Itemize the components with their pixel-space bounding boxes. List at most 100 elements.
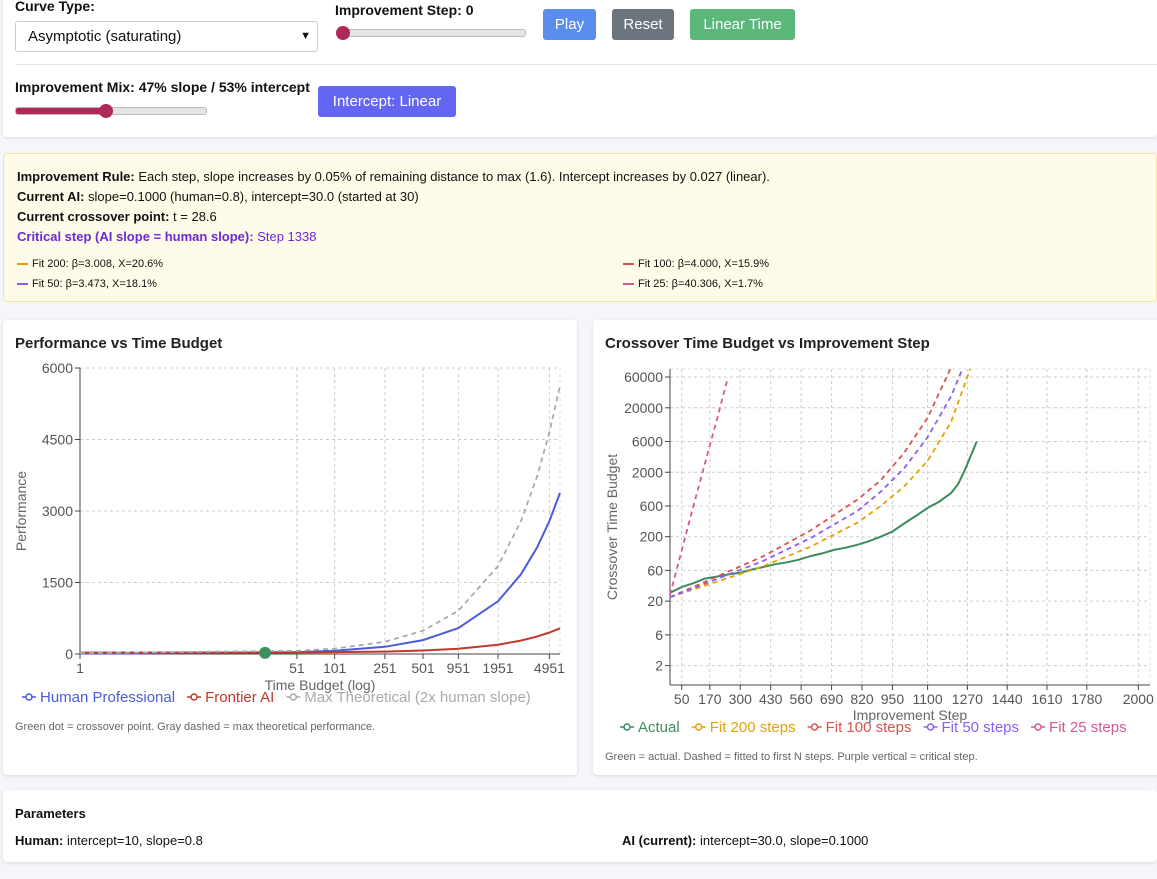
x-tick-label: 1440	[992, 691, 1023, 707]
ai-text: slope=0.1000 (human=0.8), intercept=30.0…	[84, 189, 419, 204]
x-tick-label: 1951	[482, 660, 513, 676]
fit-text: Fit 200: β=3.008, X=20.6%	[32, 258, 164, 270]
y-tick-label: 4500	[42, 432, 73, 448]
x-tick-label: 560	[789, 691, 813, 707]
human-params: Human: intercept=10, slope=0.8	[15, 833, 203, 848]
linear-time-button[interactable]: Linear Time	[690, 9, 795, 40]
chart-note: Green dot = crossover point. Gray dashed…	[15, 721, 375, 733]
rule-line: Improvement Rule: Each step, slope incre…	[17, 167, 770, 187]
fit-text: Fit 50: β=3.473, X=18.1%	[32, 278, 157, 290]
x-tick-label: 1270	[952, 691, 983, 707]
series-line	[669, 368, 964, 599]
fit-swatch	[17, 283, 28, 286]
divider	[15, 64, 1157, 65]
fit-swatch	[623, 263, 634, 266]
series-line	[79, 627, 561, 654]
y-tick-label: 1500	[42, 575, 73, 591]
legend-label: Fit 100 steps	[826, 719, 912, 736]
human-label: Human:	[15, 833, 64, 848]
series-line	[669, 379, 729, 596]
chart-card: Crossover Time Budget vs Improvement Ste…	[593, 320, 1157, 775]
x-axis-label: Improvement Step	[853, 707, 968, 723]
legend-label: Human Professional	[40, 689, 175, 706]
y-tick-label: 3000	[42, 503, 73, 519]
fit-item: Fit 50: β=3.473, X=18.1%	[17, 274, 157, 294]
legend-marker	[1034, 723, 1042, 731]
x-tick-label: 51	[289, 660, 305, 676]
x-axis-label: Time Budget (log)	[265, 677, 376, 693]
x-tick-label: 950	[881, 691, 905, 707]
fit-swatch	[17, 263, 28, 266]
x-tick-label: 170	[698, 691, 722, 707]
legend-marker	[623, 723, 631, 731]
select-value: Asymptotic (saturating)	[28, 28, 182, 45]
legend-label: Max Theoretical (2x human slope)	[304, 689, 531, 706]
y-tick-label: 0	[65, 646, 73, 662]
fit-item: Fit 200: β=3.008, X=20.6%	[17, 254, 163, 274]
step-slider[interactable]	[343, 29, 526, 37]
x-tick-label: 430	[759, 691, 783, 707]
x-tick-label: 50	[674, 691, 690, 707]
play-button[interactable]: Play	[543, 9, 596, 40]
human-text: intercept=10, slope=0.8	[63, 833, 203, 848]
intercept-button[interactable]: Intercept: Linear	[318, 86, 456, 117]
ai-params: AI (current): intercept=30.0, slope=0.10…	[622, 833, 868, 848]
x-tick-label: 4951	[534, 660, 565, 676]
series-line	[79, 492, 561, 655]
legend-label: Fit 25 steps	[1049, 719, 1127, 736]
chart-title: Performance vs Time Budget	[15, 335, 222, 352]
rule-text: Each step, slope increases by 0.05% of r…	[134, 169, 770, 184]
x-tick-label: 2000	[1123, 691, 1154, 707]
curve-type-select[interactable]: Asymptotic (saturating) ▼	[15, 21, 318, 52]
series-line	[669, 368, 952, 599]
x-tick-label: 1100	[913, 691, 943, 707]
plot-frame	[669, 368, 1151, 686]
x-tick-label: 951	[447, 660, 471, 676]
critical-text: Step 1338	[253, 229, 317, 244]
fit-text: Fit 25: β=40.306, X=1.7%	[638, 278, 763, 290]
mix-label: Improvement Mix: 47% slope / 53% interce…	[15, 79, 310, 95]
y-tick-label: 6	[655, 627, 663, 643]
step-thumb[interactable]	[336, 26, 350, 40]
x-tick-label: 101	[323, 660, 347, 676]
series-line	[79, 385, 561, 654]
ai-params-label: AI (current):	[622, 833, 697, 848]
fit-text: Fit 100: β=4.000, X=15.9%	[638, 258, 770, 270]
ai-line: Current AI: slope=0.1000 (human=0.8), in…	[17, 187, 419, 207]
parameters-title: Parameters	[15, 806, 86, 821]
cross-text: t = 28.6	[169, 209, 217, 224]
x-tick-label: 1610	[1031, 691, 1062, 707]
cross-line: Current crossover point: t = 28.6	[17, 207, 217, 227]
legend-label: Frontier AI	[205, 689, 274, 706]
controls-card: Curve Type: Asymptotic (saturating) ▼ Imp…	[3, 0, 1157, 137]
y-axis-label: Crossover Time Budget	[604, 454, 620, 600]
x-tick-label: 501	[411, 660, 435, 676]
x-tick-label: 1780	[1071, 691, 1102, 707]
ai-params-text: intercept=30.0, slope=0.1000	[696, 833, 869, 848]
legend-label: Actual	[638, 719, 680, 736]
legend-label: Fit 200 steps	[710, 719, 796, 736]
fit-item: Fit 100: β=4.000, X=15.9%	[623, 254, 769, 274]
legend-marker	[190, 693, 198, 701]
parameters-card: Parameters Human: intercept=10, slope=0.…	[3, 790, 1157, 862]
legend-marker	[810, 723, 819, 731]
y-tick-label: 200	[640, 529, 664, 545]
chart-note: Green = actual. Dashed = fitted to first…	[605, 751, 978, 763]
chart: Crossover Time Budget vs Improvement Ste…	[604, 335, 1154, 763]
y-tick-label: 6000	[42, 360, 73, 376]
y-tick-label: 2000	[632, 464, 663, 480]
mix-thumb[interactable]	[99, 104, 113, 118]
chart-card: Performance vs Time Budget 0 1500 3000 4500 6…	[3, 320, 577, 775]
y-tick-label: 20000	[624, 400, 663, 416]
reset-button[interactable]: Reset	[612, 9, 674, 40]
y-axis-label: Performance	[13, 471, 29, 551]
legend-marker	[926, 723, 935, 731]
critical-line: Critical step (AI slope = human slope): …	[17, 227, 316, 247]
y-tick-label: 60	[647, 562, 663, 578]
cross-label: Current crossover point:	[17, 209, 170, 224]
y-tick-label: 6000	[632, 434, 663, 450]
info-card: Improvement Rule: Each step, slope incre…	[3, 153, 1157, 302]
fit-swatch	[623, 283, 634, 286]
x-tick-label: 251	[373, 660, 397, 676]
